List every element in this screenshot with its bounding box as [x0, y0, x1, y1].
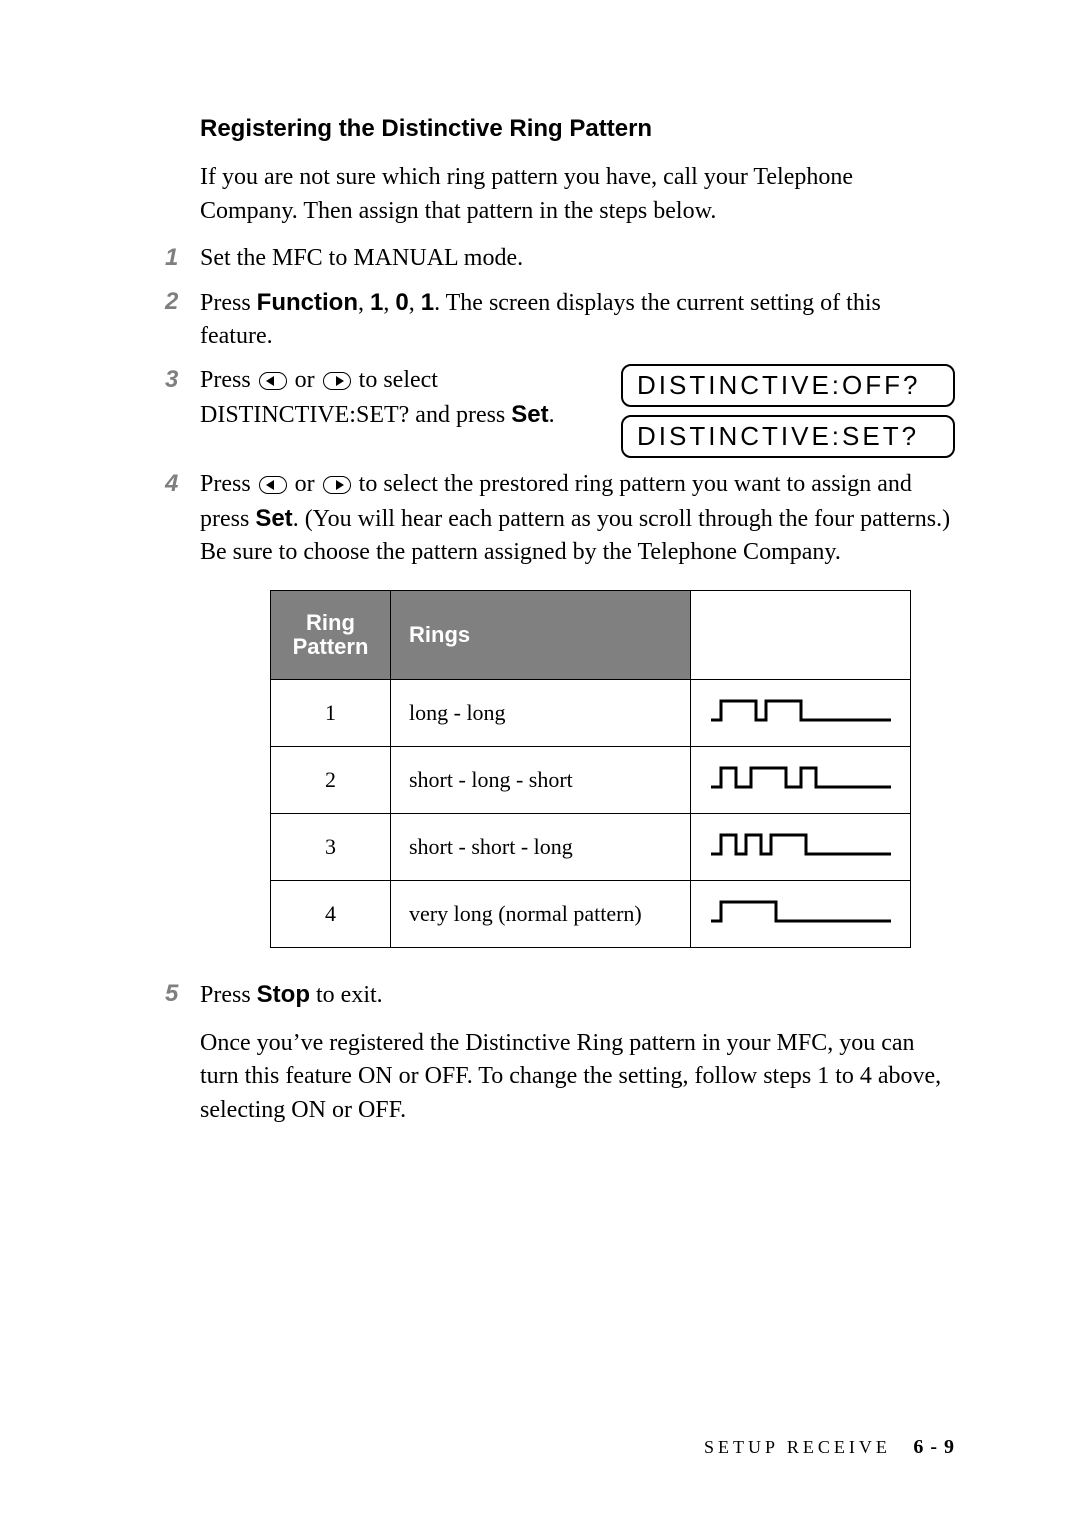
table-row: 3short - short - long: [271, 814, 911, 881]
cell-wave: [691, 881, 911, 948]
key-1: 1: [370, 289, 383, 316]
text: Press: [200, 290, 257, 316]
text: ,: [358, 290, 370, 316]
lcd-line-2: DISTINCTIVE:SET?: [621, 415, 955, 458]
cell-rings: very long (normal pattern): [391, 881, 691, 948]
after-text: Once you’ve registered the Distinctive R…: [200, 1027, 955, 1128]
arrow-right-icon: [323, 476, 351, 494]
text: ,: [383, 290, 395, 316]
cell-pattern: 3: [271, 814, 391, 881]
cell-pattern: 2: [271, 747, 391, 814]
key-set: Set: [255, 505, 292, 532]
cell-wave: [691, 680, 911, 747]
lcd-stack: DISTINCTIVE:OFF? DISTINCTIVE:SET?: [621, 364, 955, 458]
text: Press: [200, 367, 257, 393]
arrow-left-icon: [259, 372, 287, 390]
cell-rings: long - long: [391, 680, 691, 747]
ring-pattern-table: RingPattern Rings 1long - long2short - l…: [270, 590, 911, 948]
step-number: 5: [165, 978, 200, 1008]
cell-wave: [691, 747, 911, 814]
cell-rings: short - long - short: [391, 747, 691, 814]
step-number: 3: [165, 364, 200, 394]
cell-pattern: 1: [271, 680, 391, 747]
cell-pattern: 4: [271, 881, 391, 948]
steps-list: 1 Set the MFC to MANUAL mode. 2 Press Fu…: [165, 242, 955, 570]
text: Press: [200, 982, 257, 1008]
step-2: 2 Press Function, 1, 0, 1. The screen di…: [165, 286, 955, 354]
footer-page: 6 - 9: [913, 1436, 955, 1458]
footer-section: SETUP RECEIVE: [704, 1437, 891, 1457]
th-wave: [691, 590, 911, 679]
th-pattern: RingPattern: [271, 590, 391, 679]
key-0: 0: [395, 289, 408, 316]
text: to exit.: [310, 982, 383, 1008]
section-title: Registering the Distinctive Ring Pattern: [200, 115, 955, 143]
key-function: Function: [257, 289, 358, 316]
step-body: Set the MFC to MANUAL mode.: [200, 242, 955, 276]
step-4: 4 Press or to select the prestored ring …: [165, 468, 955, 570]
text: ,: [409, 290, 421, 316]
key-stop: Stop: [257, 981, 310, 1008]
step-body: Press Stop to exit.: [200, 978, 955, 1013]
th-rings: Rings: [391, 590, 691, 679]
arrow-left-icon: [259, 476, 287, 494]
key-set: Set: [511, 401, 548, 428]
text: or: [289, 471, 321, 497]
lcd-line-1: DISTINCTIVE:OFF?: [621, 364, 955, 407]
text: or: [289, 367, 321, 393]
step-body: Press Function, 1, 0, 1. The screen disp…: [200, 286, 955, 354]
step-number: 4: [165, 468, 200, 498]
text: Press: [200, 471, 257, 497]
key-1b: 1: [421, 289, 434, 316]
arrow-right-icon: [323, 372, 351, 390]
table-row: 1long - long: [271, 680, 911, 747]
table-row: 2short - long - short: [271, 747, 911, 814]
step-number: 2: [165, 286, 200, 316]
steps-list-cont: 5 Press Stop to exit.: [165, 978, 955, 1013]
cell-rings: short - short - long: [391, 814, 691, 881]
table-row: 4very long (normal pattern): [271, 881, 911, 948]
step-number: 1: [165, 242, 200, 272]
step-body: Press or to select DISTINCTIVE:SET? and …: [200, 364, 591, 432]
text: .: [549, 402, 555, 428]
step-1: 1 Set the MFC to MANUAL mode.: [165, 242, 955, 276]
page-footer: SETUP RECEIVE 6 - 9: [704, 1436, 955, 1459]
cell-wave: [691, 814, 911, 881]
table-header-row: RingPattern Rings: [271, 590, 911, 679]
step-body: Press or to select the prestored ring pa…: [200, 468, 955, 570]
intro-text: If you are not sure which ring pattern y…: [200, 161, 955, 228]
step-3: 3 Press or to select DISTINCTIVE:SET? an…: [165, 364, 955, 458]
step-3-wrap: Press or to select DISTINCTIVE:SET? and …: [200, 364, 955, 458]
step-5: 5 Press Stop to exit.: [165, 978, 955, 1013]
text: . (You will hear each pattern as you scr…: [200, 506, 950, 566]
